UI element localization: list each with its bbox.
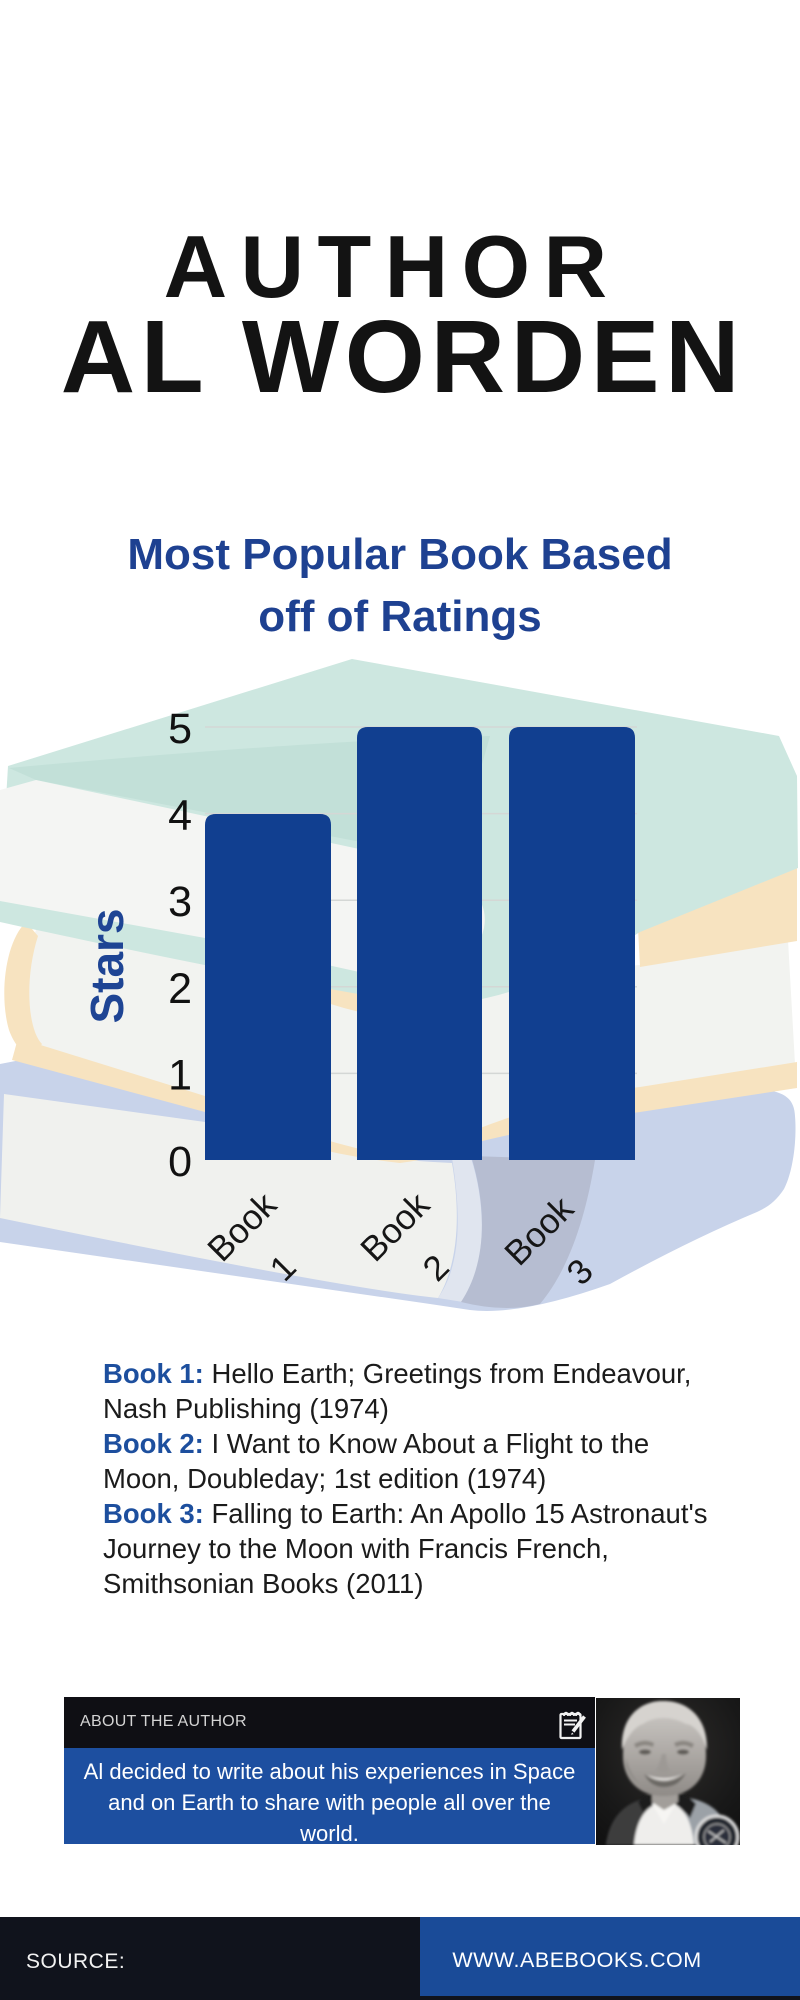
svg-text:5: 5 — [168, 705, 192, 753]
svg-text:3: 3 — [168, 878, 192, 926]
svg-text:4: 4 — [168, 792, 192, 840]
svg-text:Stars: Stars — [81, 908, 133, 1023]
svg-text:1: 1 — [168, 1051, 192, 1099]
svg-text:2: 2 — [168, 965, 192, 1013]
svg-text:0: 0 — [168, 1138, 192, 1186]
